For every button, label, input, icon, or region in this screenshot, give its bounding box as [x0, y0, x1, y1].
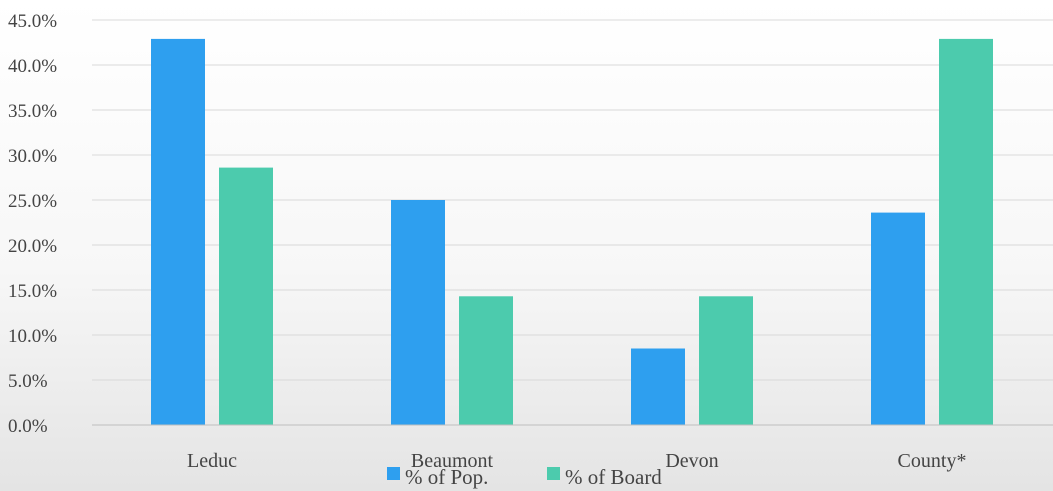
y-tick-label: 15.0% — [8, 281, 57, 302]
x-category-label: County* — [898, 450, 967, 472]
bar-devon-series-1 — [699, 296, 753, 425]
y-tick-label: 25.0% — [8, 191, 57, 212]
bar-county-series-0 — [871, 212, 925, 425]
y-tick-label: 30.0% — [8, 146, 57, 167]
y-tick-label: 10.0% — [8, 326, 57, 347]
bar-devon-series-0 — [631, 348, 685, 425]
y-tick-label: 35.0% — [8, 101, 57, 122]
legend: % of Pop. % of Board — [387, 465, 662, 489]
bar-county-series-1 — [939, 38, 993, 426]
legend-swatch — [387, 467, 400, 480]
bar-leduc-series-1 — [219, 167, 273, 425]
bar-beaumont-series-0 — [391, 200, 445, 425]
legend-swatch — [547, 467, 560, 480]
legend-label: % of Board — [565, 465, 662, 489]
bars — [151, 38, 993, 426]
bar-beaumont-series-1 — [459, 296, 513, 425]
y-tick-label: 5.0% — [8, 371, 48, 392]
x-axis-category-labels: Leduc Beaumont Devon County* — [187, 450, 966, 472]
x-category-label: Beaumont — [411, 450, 494, 472]
legend-label: % of Pop. — [405, 465, 488, 489]
y-tick-label: 20.0% — [8, 236, 57, 257]
bar-leduc-series-0 — [151, 38, 205, 426]
x-category-label: Leduc — [187, 450, 237, 472]
y-tick-label: 40.0% — [8, 56, 57, 77]
y-tick-label: 45.0% — [8, 11, 57, 32]
x-category-label: Devon — [665, 450, 718, 472]
y-axis-tick-labels: 0.0% 5.0% 10.0% 15.0% 20.0% 25.0% 30.0% 35.0% 40… — [8, 11, 57, 437]
y-tick-label: 0.0% — [8, 416, 48, 437]
